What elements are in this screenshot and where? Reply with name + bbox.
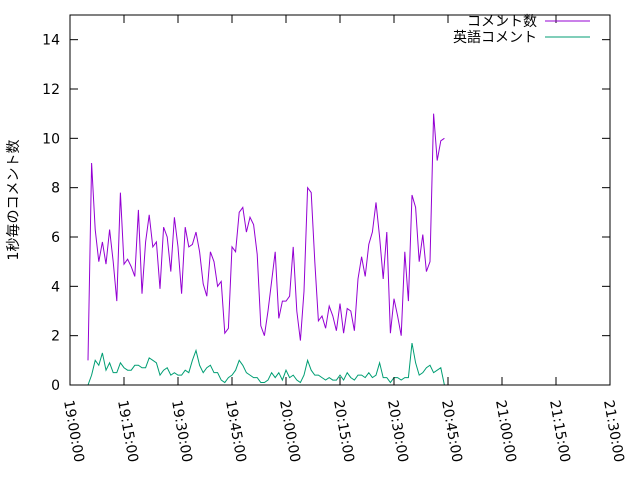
x-tick-label: 19:00:00 (60, 399, 87, 464)
x-tick-label: 19:30:00 (168, 399, 195, 464)
legend-label-2: 英語コメント (453, 29, 537, 46)
x-tick-label: 19:45:00 (222, 399, 249, 464)
y-tick-label: 6 (51, 230, 60, 246)
y-tick-label: 4 (51, 279, 60, 295)
plot-marks (87, 113, 445, 386)
y-tick-label: 2 (51, 329, 60, 345)
x-axis: 19:00:00 19:15:00 19:30:00 19:45:00 20:00:00… (60, 15, 627, 464)
x-tick-label: 19:15:00 (114, 399, 141, 464)
series-line-1 (87, 113, 445, 361)
x-tick-label: 21:15:00 (546, 399, 573, 464)
x-tick-label: 20:15:00 (330, 399, 357, 464)
y-axis-label: 1秒毎のコメント数 (6, 140, 22, 261)
legend-label-1: コメント数 (467, 14, 537, 30)
y-tick-label: 14 (42, 33, 60, 49)
x-tick-label: 20:00:00 (276, 399, 303, 464)
y-tick-label: 10 (42, 131, 60, 147)
y-tick-label: 12 (42, 82, 60, 98)
y-tick-label: 0 (51, 378, 60, 394)
x-tick-label: 21:00:00 (492, 399, 519, 464)
y-axis: 0 2 4 6 8 10 12 14 (42, 33, 610, 394)
x-tick-label: 20:30:00 (384, 399, 411, 464)
x-tick-label: 21:30:00 (600, 399, 627, 464)
y-tick-label: 8 (51, 181, 60, 197)
x-tick-label: 20:45:00 (438, 399, 465, 464)
plot-frame (69, 14, 611, 386)
series-line-2 (87, 342, 445, 386)
